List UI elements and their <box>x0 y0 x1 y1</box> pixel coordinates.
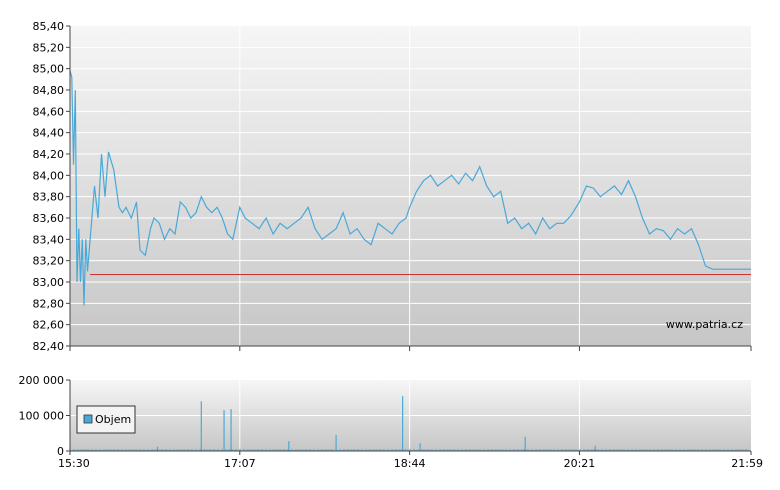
price-ytick-label: 85,40 <box>33 20 65 33</box>
volume-ytick-label: 200 000 <box>19 374 65 387</box>
volume-ytick-label: 100 000 <box>19 410 65 423</box>
price-ytick-label: 83,00 <box>33 276 65 289</box>
price-ytick-label: 84,80 <box>33 84 65 97</box>
volume-panel: 200 000 100 000 0 15:30 17:07 18:44 20:21 21:5… <box>19 374 764 470</box>
legend-swatch <box>83 414 93 424</box>
watermark: www.patria.cz <box>666 318 743 331</box>
price-ytick-label: 82,40 <box>33 340 65 353</box>
price-ytick-label: 84,20 <box>33 148 65 161</box>
price-ytick-label: 85,20 <box>33 41 65 54</box>
x-tick-label: 21:59 <box>731 457 763 470</box>
volume-grid <box>70 380 751 451</box>
price-ytick-label: 84,60 <box>33 105 65 118</box>
price-ytick-label: 83,80 <box>33 191 65 204</box>
x-tick-label: 18:44 <box>394 457 426 470</box>
price-ytick-label: 82,60 <box>33 319 65 332</box>
x-tick-label: 20:21 <box>564 457 596 470</box>
price-grid <box>70 26 751 346</box>
x-tick-label: 15:30 <box>58 457 90 470</box>
price-panel: 85,40 85,20 85,00 84,80 84,60 84,40 84,20 84,00… <box>33 20 752 353</box>
price-ytick-label: 84,00 <box>33 169 65 182</box>
price-panel-background <box>70 26 751 346</box>
price-ytick-label: 84,40 <box>33 127 65 140</box>
price-ytick-label: 83,60 <box>33 212 65 225</box>
volume-legend: Objem <box>76 405 136 434</box>
price-ytick-label: 83,20 <box>33 255 65 268</box>
price-ytick-label: 82,80 <box>33 297 65 310</box>
volume-ytick-label: 0 <box>57 445 64 458</box>
x-tick-label: 17:07 <box>224 457 256 470</box>
price-x-tickmarks <box>69 346 752 351</box>
price-ytick-label: 85,00 <box>33 63 65 76</box>
price-y-axis: 85,40 85,20 85,00 84,80 84,60 84,40 84,20 84,00… <box>33 20 70 353</box>
price-ytick-label: 83,40 <box>33 233 65 246</box>
price-series-line <box>69 70 751 306</box>
volume-y-axis: 200 000 100 000 0 <box>19 374 70 458</box>
legend-label: Objem <box>95 413 131 426</box>
x-axis: 15:30 17:07 18:44 20:21 21:59 <box>58 451 763 470</box>
